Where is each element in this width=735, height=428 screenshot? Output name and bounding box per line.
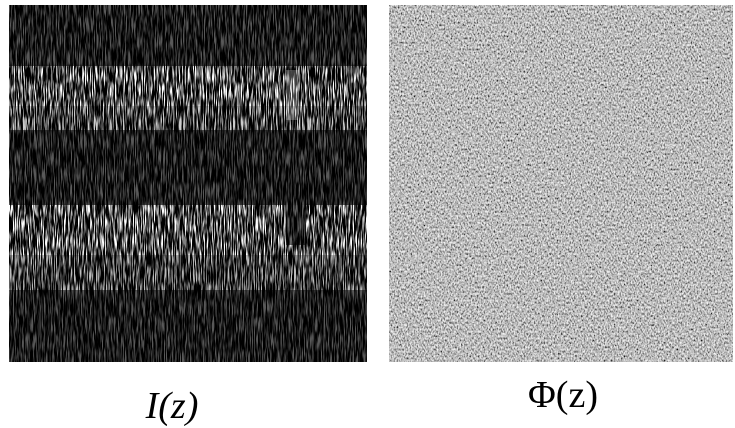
panel-label: Φ(z)	[528, 374, 598, 416]
intensity-image	[9, 5, 367, 362]
phase-image	[389, 5, 733, 362]
page: {"panels": [{"label": "I(z)"}, {"label":…	[0, 0, 735, 428]
figure: I(z) Φ(z)	[0, 0, 735, 428]
panel-label: I(z)	[145, 385, 199, 427]
